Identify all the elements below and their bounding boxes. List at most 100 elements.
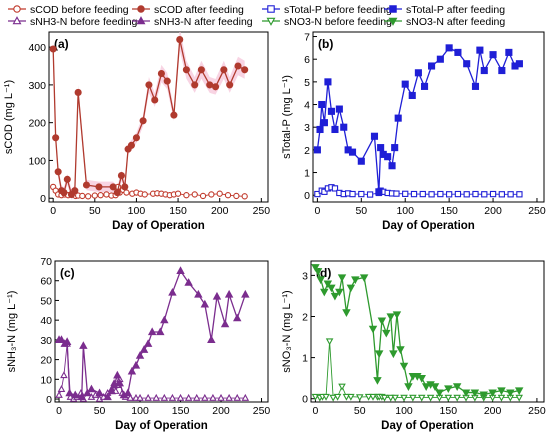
x-tick-label: 100	[131, 405, 149, 417]
data-point	[316, 125, 324, 134]
data-point	[373, 377, 382, 385]
data-point	[127, 366, 137, 375]
data-point	[380, 394, 389, 402]
data-point	[359, 274, 369, 283]
data-point	[234, 62, 242, 70]
data-point	[139, 345, 149, 353]
plot-area	[313, 44, 523, 198]
data-point	[184, 278, 193, 286]
data-point	[428, 62, 436, 70]
data-point	[123, 388, 133, 397]
data-point	[157, 70, 165, 78]
data-point	[209, 393, 217, 401]
data-point	[323, 280, 333, 289]
data-point	[327, 107, 335, 115]
data-point	[389, 350, 398, 359]
data-point	[55, 390, 63, 398]
legend-marker	[13, 5, 21, 13]
data-point	[208, 191, 215, 198]
data-point	[83, 388, 92, 397]
data-point	[335, 288, 344, 297]
data-point	[132, 134, 140, 142]
data-point	[160, 393, 169, 401]
data-point	[410, 190, 418, 198]
data-point	[505, 48, 513, 56]
data-point	[404, 383, 413, 391]
y-tick-label: 0	[302, 394, 308, 406]
data-point	[160, 315, 169, 324]
data-point	[489, 51, 497, 59]
x-tick-label: 50	[89, 205, 101, 217]
x-tick-label: 150	[440, 205, 458, 217]
data-point	[54, 168, 62, 176]
data-point	[445, 44, 453, 52]
series	[55, 266, 250, 401]
plot-area	[55, 266, 250, 402]
data-point	[366, 191, 374, 198]
data-point	[117, 172, 125, 180]
data-point	[377, 317, 387, 326]
y-axis-label: sNO₃-N (mg L⁻¹)	[281, 290, 293, 372]
panel-label: (c)	[60, 266, 75, 280]
data-point	[396, 346, 405, 354]
data-point	[498, 191, 505, 198]
data-point	[421, 383, 431, 391]
data-point	[191, 191, 198, 198]
data-point	[472, 190, 479, 198]
data-point	[454, 48, 462, 56]
data-point	[393, 190, 400, 197]
legend-label: sNH3-N before feeding	[30, 16, 138, 28]
data-point	[349, 190, 356, 198]
data-point	[143, 339, 153, 347]
data-point	[168, 393, 177, 401]
data-point	[335, 105, 343, 113]
legend-marker	[137, 5, 145, 13]
data-point	[388, 162, 396, 170]
x-tick-label: 150	[440, 405, 458, 417]
data-point	[436, 55, 444, 63]
data-point	[453, 394, 461, 402]
x-tick-label: 250	[528, 205, 546, 217]
plot-frame	[48, 31, 269, 203]
data-point	[71, 390, 80, 399]
data-point	[454, 190, 462, 198]
data-point	[488, 389, 497, 398]
data-point	[182, 66, 190, 74]
x-axis-label: Day of Operation	[112, 220, 205, 232]
data-point	[97, 192, 104, 199]
data-point	[318, 100, 326, 109]
series	[311, 264, 524, 400]
data-point	[191, 81, 199, 89]
data-point	[461, 389, 471, 398]
plot-area	[311, 264, 524, 402]
data-point	[109, 183, 117, 191]
data-point	[399, 362, 409, 371]
x-tick-label: 0	[50, 205, 56, 217]
data-point	[320, 288, 329, 297]
data-point	[391, 144, 399, 152]
x-tick-label: 50	[94, 405, 106, 417]
series	[311, 338, 523, 402]
series	[313, 44, 523, 196]
chart-panel: 0 50 100 150 200 250 0 1 2 3 Day of Operation sNO₃-…	[281, 260, 546, 432]
data-point	[408, 91, 416, 100]
data-point	[57, 385, 66, 392]
data-point	[241, 289, 250, 298]
legend-marker	[267, 5, 275, 13]
y-tick-label: 200	[28, 118, 46, 130]
legend-marker	[389, 5, 397, 13]
data-point	[49, 45, 57, 53]
data-point	[220, 319, 230, 328]
data-point	[386, 394, 395, 402]
x-tick-label: 250	[528, 405, 546, 417]
data-point	[233, 192, 240, 200]
data-point	[445, 191, 453, 198]
data-point	[163, 77, 171, 85]
data-point	[199, 192, 207, 200]
legend-marker	[266, 17, 276, 26]
data-point	[226, 81, 234, 89]
data-point	[417, 375, 426, 383]
x-tick-label: 200	[484, 205, 502, 217]
